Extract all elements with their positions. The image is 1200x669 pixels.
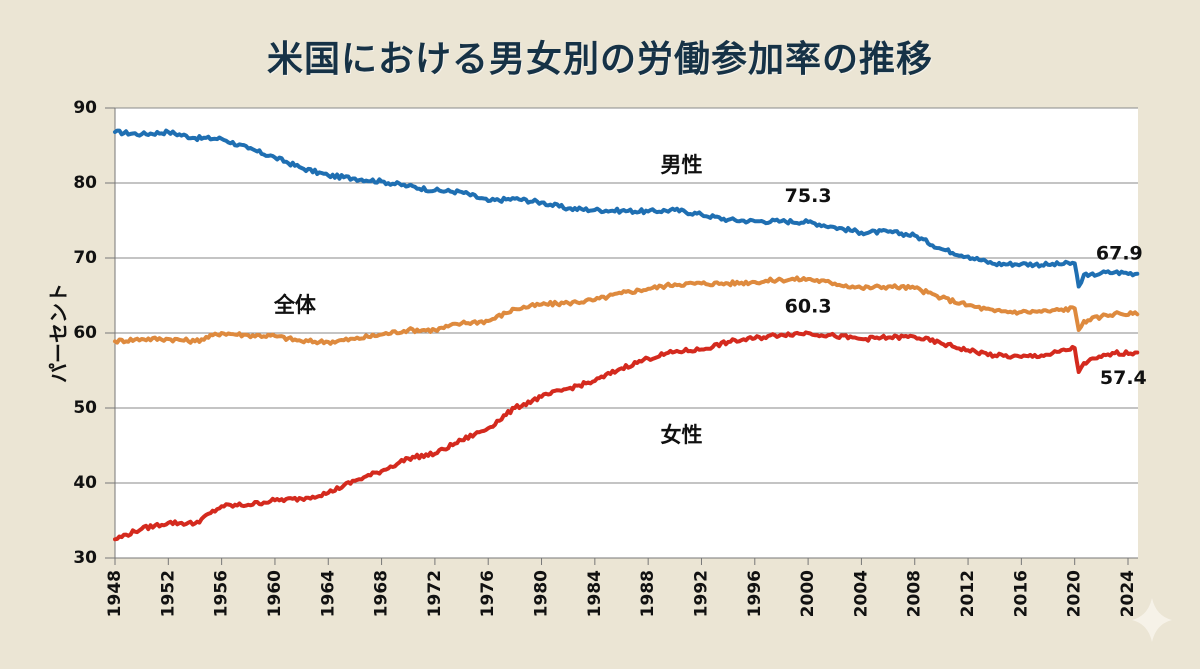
y-tick-label: 60 — [73, 323, 97, 343]
data-label: 75.3 — [785, 185, 832, 207]
series-label: 全体 — [273, 293, 317, 317]
x-tick-label: 2024 — [1118, 570, 1138, 617]
x-tick-label: 1952 — [158, 570, 178, 617]
x-tick-label: 1956 — [212, 570, 232, 617]
x-tick-label: 1964 — [318, 570, 338, 617]
series-label: 男性 — [660, 153, 702, 177]
x-tick-label: 2008 — [905, 570, 925, 617]
series-label: 女性 — [660, 423, 702, 447]
x-tick-label: 1972 — [425, 570, 445, 617]
x-tick-label: 1992 — [691, 570, 711, 617]
data-label: 67.9 — [1096, 242, 1143, 264]
data-label: 60.3 — [785, 295, 832, 317]
data-label: 57.4 — [1100, 367, 1147, 389]
x-tick-label: 2000 — [798, 570, 818, 617]
x-tick-label: 2004 — [851, 570, 871, 617]
y-tick-label: 50 — [73, 398, 97, 418]
series-line-women — [113, 330, 1140, 542]
x-tick-label: 1960 — [265, 570, 285, 617]
x-tick-label: 1984 — [585, 570, 605, 617]
series-line-total — [113, 275, 1140, 346]
x-tick-label: 1948 — [105, 570, 125, 617]
y-tick-label: 30 — [73, 548, 97, 568]
y-tick-label: 70 — [73, 248, 97, 268]
x-tick-label: 2020 — [1065, 570, 1085, 617]
x-tick-label: 1996 — [745, 570, 765, 617]
x-tick-label: 1980 — [532, 570, 552, 617]
x-tick-label: 1976 — [478, 570, 498, 617]
x-tick-label: 2012 — [958, 570, 978, 617]
y-tick-label: 80 — [73, 173, 97, 193]
x-tick-label: 1988 — [638, 570, 658, 617]
sparkle-icon — [1132, 598, 1172, 642]
x-tick-label: 2016 — [1011, 570, 1031, 617]
y-tick-label: 90 — [73, 98, 97, 118]
y-tick-label: 40 — [73, 473, 97, 493]
y-axis-label: パーセント — [47, 283, 71, 383]
series-line-men — [113, 128, 1140, 289]
x-tick-label: 1968 — [372, 570, 392, 617]
chart-title: 米国における男女別の労働参加率の推移 — [266, 39, 933, 80]
